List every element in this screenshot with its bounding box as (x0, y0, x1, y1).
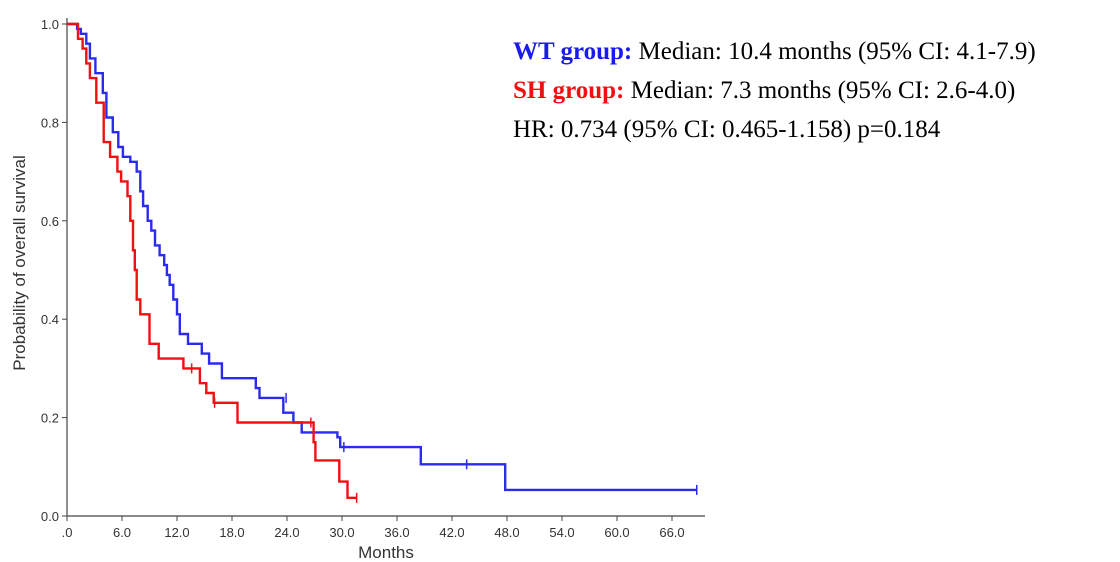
censor-marks (190, 363, 698, 503)
x-tick-label: 48.0 (494, 525, 519, 540)
axes (66, 18, 705, 517)
sh-group-label: SH group: (513, 77, 625, 104)
y-axis-label: Probability of overall survival (10, 155, 29, 370)
x-tick-label: .0 (62, 525, 73, 540)
x-tick-label: 42.0 (439, 525, 464, 540)
y-tick-label: 0.6 (41, 214, 59, 229)
y-tick-label: 0.2 (41, 411, 59, 426)
wt-group-label: WT group: (513, 38, 633, 65)
x-tick-label: 24.0 (274, 525, 299, 540)
x-tick-label: 54.0 (549, 525, 574, 540)
hazard-ratio-text: HR: 0.734 (95% CI: 0.465-1.158) p=0.184 (513, 116, 941, 143)
wt-median-annotation: WT group: Median: 10.4 months (95% CI: 4… (513, 35, 1036, 69)
sh-median-annotation: SH group: Median: 7.3 months (95% CI: 2.… (513, 74, 1015, 108)
wt-median-text: Median: 10.4 months (95% CI: 4.1-7.9) (632, 38, 1036, 65)
x-tick-label: 12.0 (164, 525, 189, 540)
sh-median-text: Median: 7.3 months (95% CI: 2.6-4.0) (624, 77, 1016, 104)
wt-group-survival-line (67, 22, 697, 492)
x-tick-label: 36.0 (384, 525, 409, 540)
y-tick-label: 0.4 (41, 312, 59, 327)
hazard-ratio-annotation: HR: 0.734 (95% CI: 0.465-1.158) p=0.184 (513, 113, 940, 147)
x-tick-label: 66.0 (659, 525, 684, 540)
series-lines (67, 22, 697, 499)
y-tick-label: 0.8 (41, 115, 59, 130)
y-tick-label: 1.0 (41, 17, 59, 32)
y-tick-label: 0.0 (41, 509, 59, 524)
sh-group-survival-line (67, 22, 357, 499)
x-tick-label: 30.0 (329, 525, 354, 540)
x-axis-label: Months (358, 543, 414, 562)
x-tick-label: 18.0 (219, 525, 244, 540)
x-tick-label: 60.0 (604, 525, 629, 540)
ticks: .0 6.0 12.0 18.0 24.0 30.0 36.0 42.0 48.0 54.0 60.… (41, 17, 685, 540)
x-tick-label: 6.0 (113, 525, 131, 540)
